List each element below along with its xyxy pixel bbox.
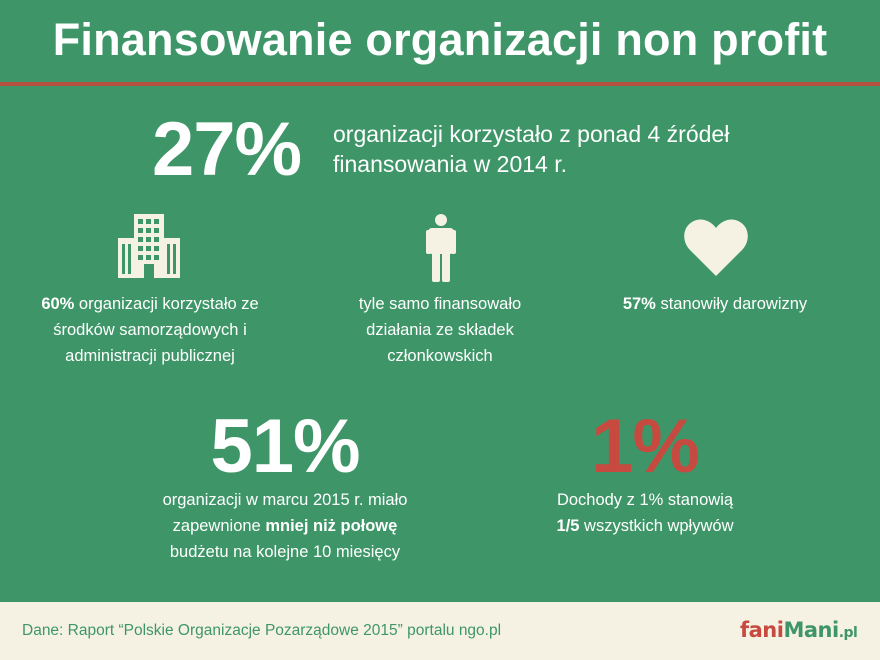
title-divider (0, 82, 880, 86)
column-municipal-line2: środków samorządowych i (53, 321, 247, 339)
headline-text-line1: organizacji korzystało z ponad 4 źródeł (333, 121, 730, 147)
person-icon (426, 214, 456, 282)
headline-text-line2: finansowania w 2014 r. (333, 151, 567, 177)
stat51-text: organizacji w marcu 2015 r. miało zapewn… (130, 487, 440, 565)
stat1-value: 1% (591, 404, 700, 489)
column-membership-line3: członkowskich (387, 347, 493, 365)
column-membership: tyle samo finansowało działania ze skład… (315, 291, 565, 369)
stat1-line2-post: wszystkich wpływów (579, 517, 734, 535)
column-municipal-text1: organizacji korzystało ze (74, 295, 259, 313)
stat51-line2-pre: zapewnione (172, 517, 266, 535)
stat1-line2: 1/5 wszystkich wpływów (510, 513, 780, 539)
stat1-line2-bold: 1/5 (556, 517, 580, 535)
column-donations: 57% stanowiły darowizny (590, 291, 840, 317)
headline-text: organizacji korzystało z ponad 4 źródeł … (333, 119, 833, 179)
stat51-line1: organizacji w marcu 2015 r. miało (162, 491, 408, 509)
page-title: Finansowanie organizacji non profit (52, 14, 828, 65)
footer-bar (0, 602, 880, 660)
stat1-line1: Dochody z 1% stanowią (556, 491, 734, 509)
source-note: Dane: Raport “Polskie Organizacje Pozarz… (22, 622, 502, 639)
column-donations-percent: 57% (622, 295, 656, 313)
column-membership-line2: działania ze składek (366, 321, 514, 339)
heart-icon (684, 219, 748, 276)
stat51-line3: budżetu na kolejne 10 miesięcy (169, 543, 401, 561)
brand-logo: faniMani.pl (740, 618, 858, 642)
stat1-text: Dochody z 1% stanowią 1/5 wszystkich wpł… (510, 487, 780, 539)
column-municipal-line3: administracji publicznej (65, 347, 235, 365)
column-donations-line1: 57% stanowiły darowizny (590, 291, 840, 317)
brand-logo-tld: .pl (838, 625, 858, 641)
column-municipal: 60% organizacji korzystało ze środków sa… (20, 291, 280, 369)
headline-value: 27% (152, 107, 302, 192)
brand-logo-mani: Mani (783, 618, 839, 642)
column-donations-text1: stanowiły darowizny (655, 295, 808, 313)
column-municipal-line1: 60% organizacji korzystało ze (20, 291, 280, 317)
stat51-line2-bold: mniej niż połowę (265, 517, 398, 535)
column-municipal-percent: 60% (41, 295, 75, 313)
brand-logo-fani: fani (740, 618, 784, 642)
stat51-value: 51% (210, 404, 360, 489)
column-membership-line1: tyle samo finansowało (358, 295, 522, 313)
stat51-line2: zapewnione mniej niż połowę (130, 513, 440, 539)
building-icon (118, 214, 180, 278)
